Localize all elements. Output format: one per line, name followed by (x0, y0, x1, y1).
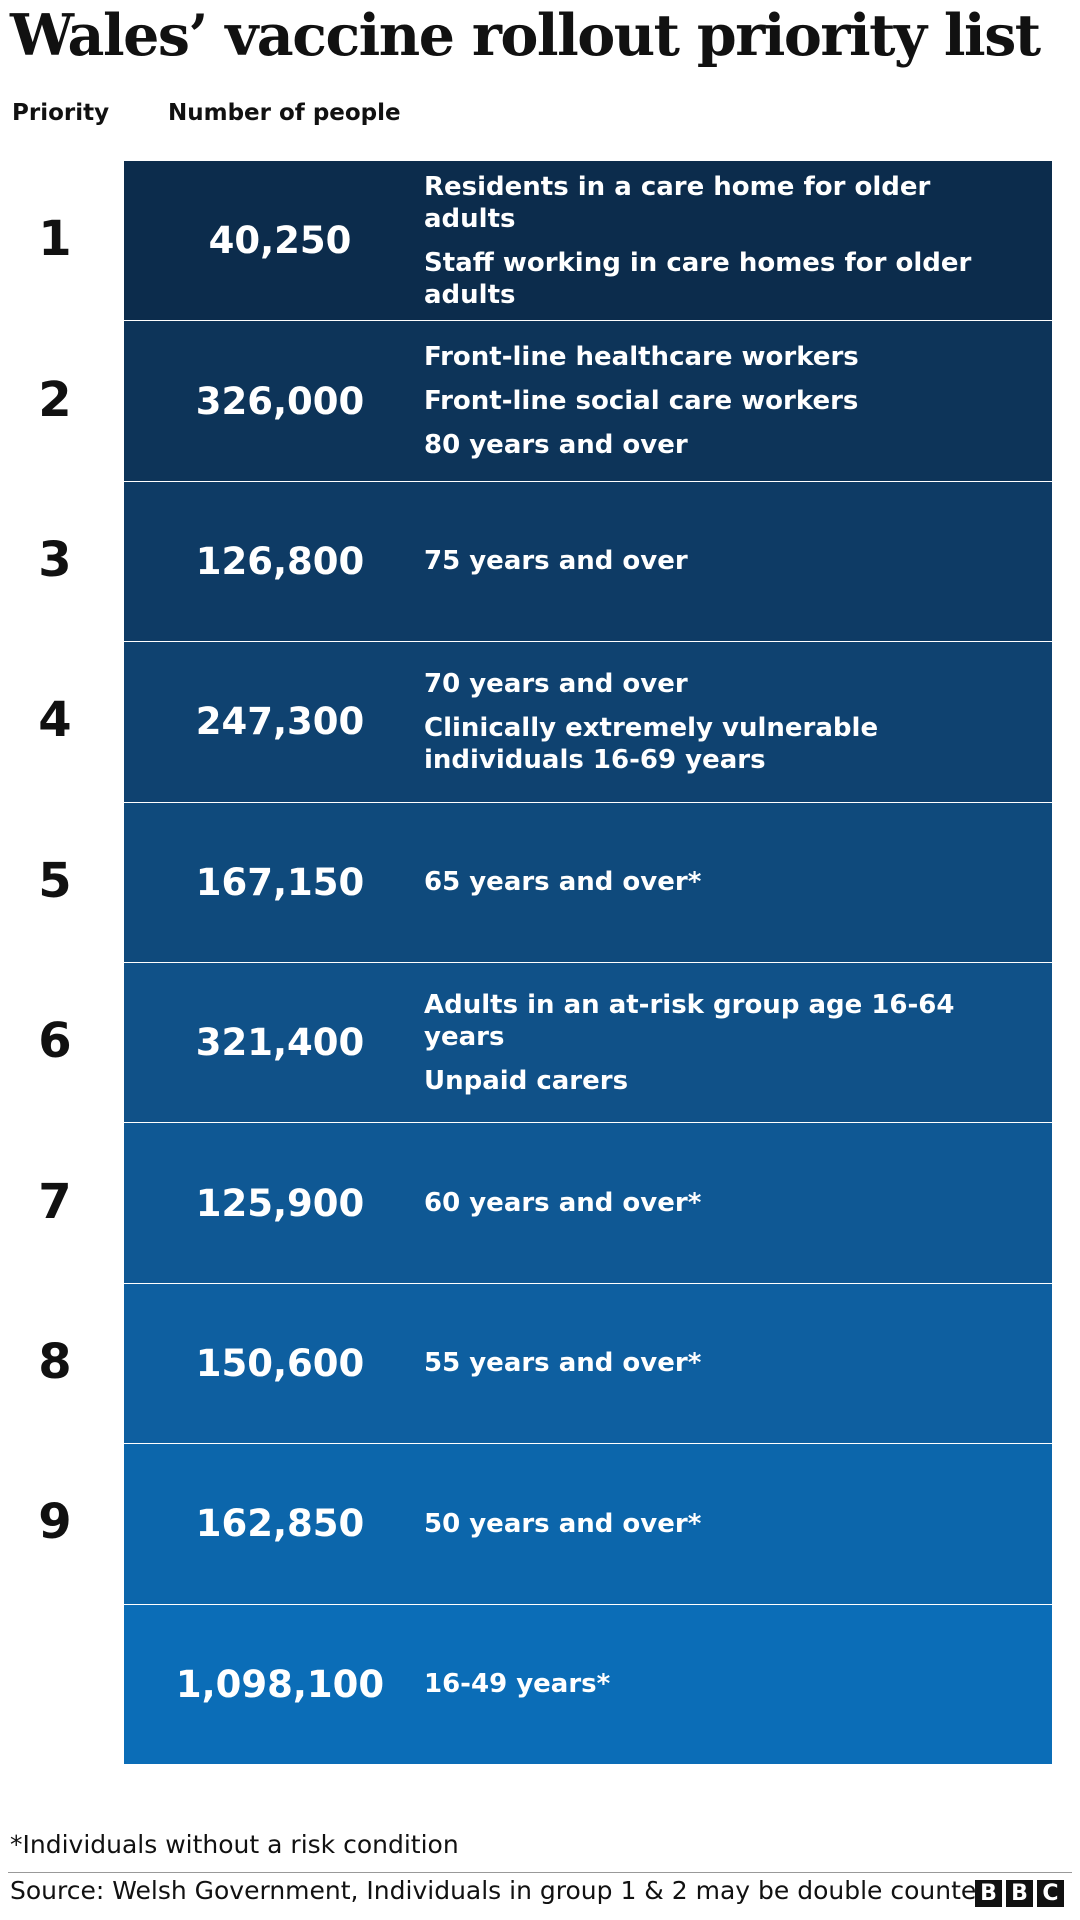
group-label: Clinically extremely vulnerable individu… (424, 712, 879, 775)
priority: 4 (38, 692, 72, 749)
table-row: 167,150 65 years and over* (124, 802, 1052, 963)
group-label: 65 years and over* (424, 867, 702, 898)
group-label: 55 years and over* (424, 1348, 702, 1379)
table-row: 1,098,100 16-49 years* (124, 1604, 1052, 1765)
group-label: 75 years and over (424, 546, 688, 577)
group-list: 65 years and over* (424, 803, 1022, 962)
group-label: Residents in a care home for older adult… (424, 171, 931, 234)
group-label: 80 years and over (424, 430, 688, 461)
table-row: 162,850 50 years and over* (124, 1444, 1052, 1605)
table-row: 150,600 55 years and over* (124, 1283, 1052, 1445)
footnote: *Individuals without a risk condition (10, 1830, 459, 1859)
number-of-people: 167,150 (195, 860, 365, 904)
number-of-people: 150,600 (195, 1341, 365, 1385)
number-of-people: 40,250 (208, 219, 352, 263)
title: Wales’ vaccine rollout priority list (10, 2, 1041, 69)
priority: 6 (38, 1013, 72, 1070)
divider (8, 1872, 1072, 1873)
column-header: Number of people (168, 100, 401, 126)
group-list: 60 years and over* (424, 1123, 1022, 1282)
group-label: Unpaid carers (424, 1065, 629, 1096)
priority: 8 (38, 1334, 72, 1390)
priority: 5 (38, 852, 72, 909)
group-list: Front-line healthcare workers Front-line … (424, 321, 1022, 480)
table-row: 321,400 Adults in an at-risk group age 16… (124, 963, 1052, 1124)
number-of-people: 326,000 (195, 379, 365, 423)
priority: 3 (38, 532, 72, 588)
group-label: Staff working in care homes for older ad… (424, 247, 972, 310)
number-of-people: 126,800 (195, 539, 365, 583)
number-of-people: 1,098,100 (175, 1662, 385, 1706)
column-header: Priority (12, 100, 110, 126)
priority: 9 (38, 1494, 72, 1551)
table-row: 40,250 Residents in a care home for older… (124, 161, 1052, 322)
logo-letter: B (975, 1880, 1002, 1907)
group-label: 60 years and over* (424, 1188, 702, 1219)
logo-letter: C (1037, 1880, 1064, 1907)
table-row: 126,800 75 years and over (124, 481, 1052, 643)
table-row: 326,000 Front-line healthcare workers Fron… (124, 321, 1052, 482)
group-list: 55 years and over* (424, 1284, 1022, 1443)
number-of-people: 321,400 (195, 1021, 365, 1065)
priority: 2 (38, 371, 72, 428)
priority: 7 (38, 1173, 72, 1230)
group-label: 70 years and over (424, 668, 688, 699)
group-list: 16-49 years* (424, 1605, 1022, 1764)
table-row: 125,900 60 years and over* (124, 1123, 1052, 1284)
group-list: 75 years and over (424, 482, 1022, 641)
group-list: Adults in an at-risk group age 16-64 yea… (424, 963, 1022, 1122)
number-of-people: 247,300 (195, 700, 365, 744)
group-label: Adults in an at-risk group age 16-64 yea… (424, 989, 955, 1052)
group-label: 50 years and over* (424, 1508, 702, 1539)
group-list: 70 years and over Clinically extremely vu… (424, 642, 1022, 801)
group-list: 50 years and over* (424, 1444, 1022, 1603)
group-label: Front-line healthcare workers (424, 342, 859, 373)
number-of-people: 162,850 (195, 1502, 365, 1546)
table-row: 247,300 70 years and over Clinically extre… (124, 642, 1052, 803)
logo-letter: B (1006, 1880, 1033, 1907)
group-label: Front-line social care workers (424, 386, 859, 417)
source: Source: Welsh Government, Individuals in… (10, 1876, 993, 1905)
group-label: 16-49 years* (424, 1669, 611, 1700)
priority: 1 (38, 211, 72, 268)
number-of-people: 125,900 (195, 1181, 365, 1225)
group-list: Residents in a care home for older adult… (424, 161, 1022, 320)
